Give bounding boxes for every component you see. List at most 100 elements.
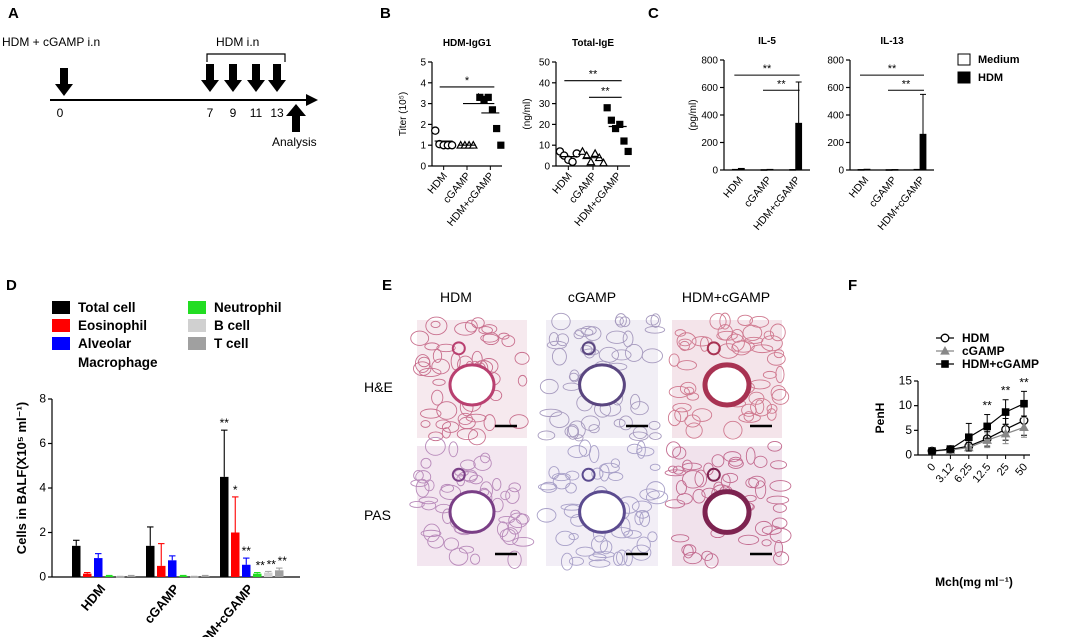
alveolus: [423, 523, 441, 543]
bar: [146, 545, 155, 577]
chart-title: IL-5: [758, 36, 776, 47]
alveolus: [678, 338, 692, 347]
alveolus: [701, 550, 713, 562]
vessel: [581, 467, 596, 482]
alveolus: [565, 470, 580, 481]
y-tick-label: 3: [420, 99, 426, 110]
alveolus: [568, 532, 579, 541]
y-tick-label: 800: [827, 56, 844, 67]
x-tick-label: 0: [925, 461, 938, 473]
alveolus: [612, 551, 624, 566]
legend-marker: [940, 345, 950, 355]
bar: [127, 575, 136, 577]
bar: [94, 558, 103, 577]
alveolus: [498, 332, 510, 340]
bar: [885, 169, 893, 171]
alveolus: [668, 353, 680, 367]
alveolus: [743, 411, 754, 422]
significance-label: *: [477, 92, 482, 104]
alveolus: [671, 534, 690, 543]
chart-title: IL-13: [880, 36, 904, 47]
schedule-left-label: HDM + cGAMP i.n: [2, 35, 100, 49]
alveolus: [448, 441, 459, 458]
chart-il5: IL-50200400600800HDMcGAMPHDM+cGAMP****(p…: [688, 36, 810, 233]
alveolus: [683, 551, 703, 565]
alveolus: [664, 469, 687, 477]
alveolus: [647, 531, 658, 543]
bar: [766, 168, 774, 171]
y-tick-label: 10: [539, 141, 551, 152]
significance-label: *: [465, 75, 470, 87]
alveolus: [425, 316, 448, 336]
bar: [253, 573, 262, 577]
alveolus: [420, 408, 442, 419]
alveolus: [427, 534, 445, 549]
alveolus: [631, 544, 652, 561]
bar: [179, 575, 188, 577]
x-tick-label: HDM+cGAMP: [191, 581, 256, 637]
legend-label: HDM: [962, 331, 989, 345]
alveolus: [599, 540, 613, 555]
alveolus: [460, 459, 476, 471]
legend-label: cGAMP: [962, 344, 1005, 358]
significance-label: **: [242, 544, 252, 558]
series-line: [931, 419, 1025, 452]
alveolus: [483, 414, 496, 432]
significance-label: **: [601, 85, 610, 97]
alveolus: [738, 412, 761, 423]
alveolus: [551, 312, 571, 331]
alveolus: [668, 465, 678, 473]
bar: [863, 168, 871, 171]
alveolus: [646, 481, 666, 499]
bar: [891, 169, 899, 171]
significance-label: **: [983, 399, 993, 413]
x-tick-label: HDM: [847, 174, 872, 200]
alveolus: [723, 420, 743, 440]
alveolus: [591, 535, 608, 554]
alveolus: [616, 549, 628, 566]
histology-col-label: HDM: [440, 289, 472, 305]
vessel: [451, 467, 466, 482]
alveolus: [770, 323, 786, 342]
data-point: [431, 126, 440, 135]
alveolus: [623, 549, 633, 567]
alveolus: [645, 490, 669, 505]
alveolus: [611, 527, 633, 539]
y-tick-label: 800: [701, 56, 718, 67]
alveolus: [682, 470, 705, 489]
alveolus: [465, 413, 487, 423]
data-point: [965, 433, 973, 442]
alveolus: [704, 553, 719, 569]
alveolus: [738, 534, 760, 545]
alveolus: [751, 344, 774, 354]
legend-marker: [941, 360, 949, 368]
data-point: [982, 435, 993, 444]
alveolus: [471, 317, 485, 329]
bar: [105, 575, 114, 577]
alveolus: [760, 335, 783, 352]
bar: [168, 560, 177, 577]
alveolus: [573, 330, 585, 340]
alveolus: [649, 432, 662, 440]
schedule-bracket: [206, 53, 286, 62]
legend-swatch: [188, 337, 206, 350]
airway: [702, 489, 752, 535]
alveolus: [568, 372, 579, 382]
alveolus: [619, 316, 631, 328]
alveolus: [763, 330, 775, 340]
alveolus: [672, 446, 687, 460]
alveolus: [773, 551, 790, 566]
histology-col-label: cGAMP: [568, 289, 616, 305]
legend-label: Total cell: [78, 300, 136, 315]
y-tick-label: 200: [827, 138, 844, 149]
alveolus: [648, 420, 661, 430]
bar: [760, 169, 768, 171]
y-tick-label: 30: [539, 99, 551, 110]
vessel: [451, 341, 466, 356]
alveolus: [667, 410, 682, 427]
x-tick-label: 50: [1013, 461, 1030, 478]
histology-col-label: HDM+cGAMP: [682, 289, 770, 305]
alveolus: [436, 343, 456, 353]
alveolus: [606, 330, 628, 344]
alveolus: [468, 428, 486, 446]
